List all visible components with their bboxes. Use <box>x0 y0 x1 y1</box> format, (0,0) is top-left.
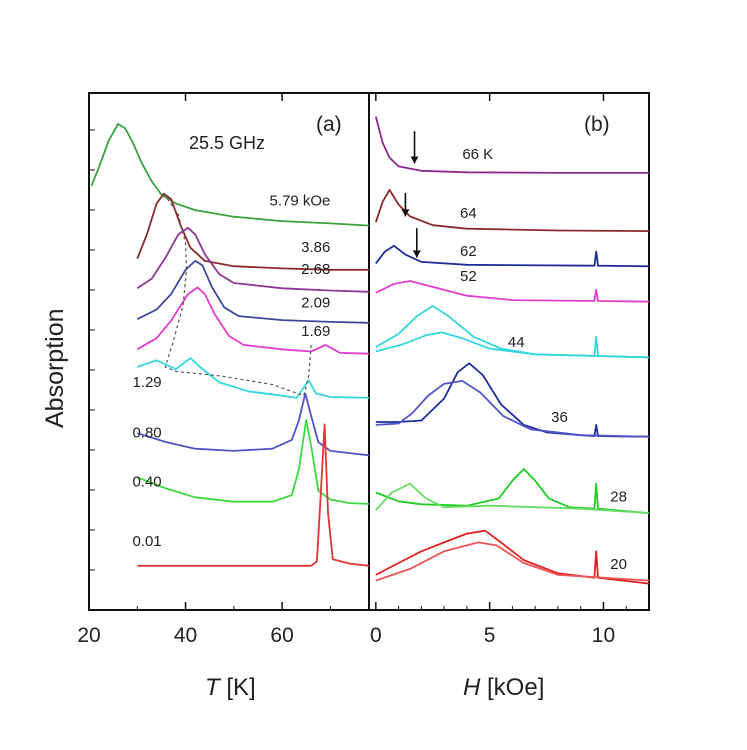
x-axis-title-b: H [kOe] <box>463 674 544 701</box>
arrow-head-2 <box>412 250 421 258</box>
guide-dashed-line <box>163 193 312 397</box>
series-line-b-4 <box>375 305 650 359</box>
series-line-b-2 <box>375 244 650 268</box>
series-line-b-9 <box>375 482 650 514</box>
panel-b-axis: 0 5 10 <box>370 93 650 647</box>
arrow-head-0 <box>410 156 419 164</box>
x-tick-label-b-0: 0 <box>370 624 382 647</box>
x-axis-title-b-unit: [kOe] <box>480 674 544 701</box>
curve-label-b-10: 20 <box>610 556 627 573</box>
arrow-head-1 <box>401 209 410 217</box>
curve-label-a-6: 0.80 <box>132 425 161 442</box>
frequency-annotation: 25.5 GHz <box>189 133 265 153</box>
series-line-b-6 <box>375 362 650 438</box>
x-tick-label-b-1: 5 <box>484 624 496 647</box>
series-line-a-3 <box>136 260 370 324</box>
curve-label-b-2: 62 <box>460 243 477 260</box>
curve-label-a-7: 0.40 <box>132 473 161 490</box>
curve-label-a-4: 1.69 <box>301 323 330 340</box>
x-tick-label-a-1: 40 <box>174 624 197 647</box>
curve-label-b-6: 36 <box>551 409 568 426</box>
panel-a-curves <box>90 123 370 567</box>
series-line-a-4 <box>136 286 370 355</box>
series-line-b-0 <box>374 116 649 174</box>
curve-label-a-0: 5.79 kOe <box>270 193 331 210</box>
series-line-a-0 <box>90 123 370 227</box>
panel-b-curves <box>374 116 650 585</box>
series-line-b-1 <box>374 189 650 232</box>
series-line-b-3 <box>375 280 650 303</box>
series-line-a-1 <box>136 192 369 271</box>
curve-label-b-0: 66 K <box>462 146 493 163</box>
curve-label-a-2: 2.68 <box>301 261 330 278</box>
curve-label-a-3: 2.09 <box>301 294 330 311</box>
panel-a-labels: 5.79 kOe 3.86 2.68 2.09 1.69 1.29 0.80 0.40 0.01 <box>132 193 330 550</box>
panel-b-labels: 66 K 64 62 52 44 36 28 20 <box>460 146 627 573</box>
x-axis-title-a-unit: [K] <box>220 674 256 701</box>
curve-label-b-1: 64 <box>460 205 477 222</box>
series-line-a-5 <box>137 357 370 399</box>
series-line-a-2 <box>136 226 370 293</box>
curve-label-b-8: 28 <box>610 488 627 505</box>
series-line-b-5 <box>375 331 650 359</box>
panel-a-axis: 20 40 60 <box>77 93 331 647</box>
series-line-b-8 <box>375 468 650 514</box>
panel-a-label: (a) <box>316 113 342 136</box>
curve-label-a-5: 1.29 <box>132 374 161 391</box>
x-axis-title-b-var: H <box>463 674 481 701</box>
x-axis-title-a-var: T <box>205 674 222 701</box>
x-tick-label-a-0: 20 <box>77 624 100 647</box>
x-axis-title-a: T [K] <box>205 674 256 701</box>
series-line-a-7 <box>136 419 370 505</box>
y-axis-title: Absorption <box>41 308 69 428</box>
curve-label-b-3: 52 <box>460 268 477 285</box>
series-line-a-8 <box>137 423 370 567</box>
x-tick-label-a-2: 60 <box>270 624 293 647</box>
series-line-b-11 <box>375 541 650 582</box>
curve-label-a-1: 3.86 <box>301 239 330 256</box>
series-line-a-6 <box>137 392 370 457</box>
x-tick-label-b-2: 10 <box>592 624 615 647</box>
series-line-b-7 <box>375 380 650 438</box>
series-line-b-10 <box>375 529 650 585</box>
curve-label-b-4: 44 <box>508 334 525 351</box>
curve-label-a-8: 0.01 <box>132 533 161 550</box>
panel-b-label: (b) <box>584 113 610 136</box>
